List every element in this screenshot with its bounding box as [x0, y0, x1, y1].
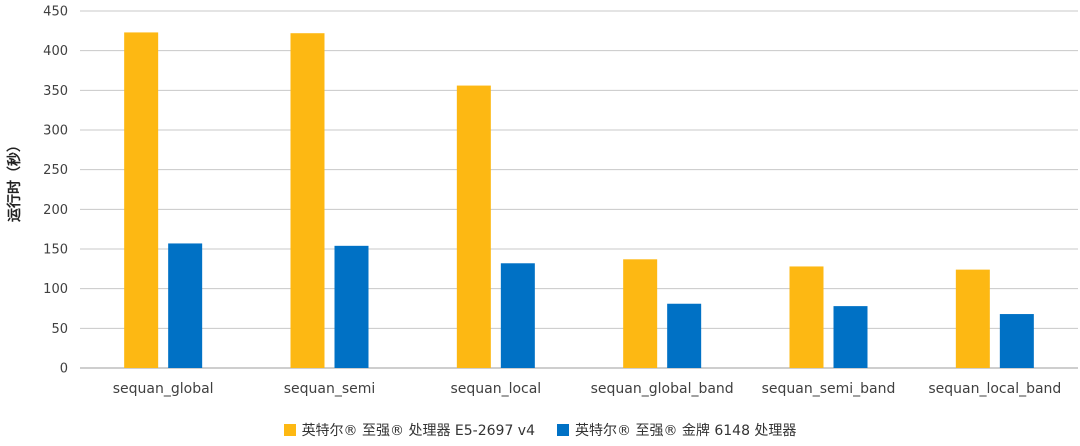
bar-series-1-sequan_local_band — [955, 269, 990, 368]
y-tick-label: 300 — [43, 124, 68, 139]
legend-swatch-series-2 — [557, 424, 569, 436]
bar-series-2-sequan_local — [500, 263, 535, 368]
bar-series-1-sequan_global_band — [623, 259, 658, 368]
y-tick-label: 150 — [43, 243, 68, 258]
y-tick-label: 350 — [43, 84, 68, 99]
legend-label-series-1: 英特尔® 至强® 处理器 E5-2697 v4 — [301, 423, 535, 439]
bar-series-2-sequan_global — [168, 243, 203, 368]
bar-series-1-sequan_global — [124, 32, 159, 369]
bar-series-2-sequan_local_band — [999, 314, 1034, 368]
category-label: sequan_semi — [284, 381, 376, 397]
y-tick-label: 400 — [43, 44, 68, 59]
legend: 英特尔® 至强® 处理器 E5-2697 v4 英特尔® 至强® 金牌 6148… — [0, 420, 1080, 440]
y-tick-label: 450 — [43, 5, 68, 20]
y-tick-labels: 0 50 100 150 200 250 300 350 400 450 — [43, 5, 68, 377]
y-tick-label: 0 — [60, 362, 68, 377]
y-tick-label: 50 — [51, 322, 68, 337]
y-tick-label: 100 — [43, 282, 68, 297]
category-label: sequan_local — [450, 381, 541, 397]
legend-item-series-2: 英特尔® 至强® 金牌 6148 处理器 — [557, 420, 796, 440]
y-tick-label: 200 — [43, 203, 68, 218]
category-labels: sequan_global sequan_semi sequan_local sequ… — [113, 381, 1062, 397]
grid-lines — [80, 10, 1078, 369]
bar-series-2-sequan_semi_band — [833, 306, 868, 368]
bar-series-2-sequan_global_band — [667, 303, 702, 368]
bar-chart: 0 50 100 150 200 250 300 350 400 450 sequan_globa… — [6, 5, 1078, 397]
legend-label-series-2: 英特尔® 至强® 金牌 6148 处理器 — [575, 423, 797, 439]
bar-series-1-sequan_local — [456, 85, 491, 368]
category-label: sequan_global — [113, 381, 214, 397]
y-tick-label: 250 — [43, 163, 68, 178]
bar-series-2-sequan_semi — [334, 245, 369, 368]
bars — [124, 32, 1034, 369]
y-axis-label: 运行时（秒） — [6, 138, 23, 222]
bar-series-1-sequan_semi — [290, 33, 325, 369]
category-label: sequan_global_band — [591, 381, 734, 397]
category-label: sequan_local_band — [928, 381, 1061, 397]
legend-swatch-series-1 — [283, 424, 296, 436]
category-label: sequan_semi_band — [762, 381, 896, 397]
legend-item-series-1: 英特尔® 至强® 处理器 E5-2697 v4 — [283, 420, 535, 440]
bar-series-1-sequan_semi_band — [789, 266, 824, 368]
